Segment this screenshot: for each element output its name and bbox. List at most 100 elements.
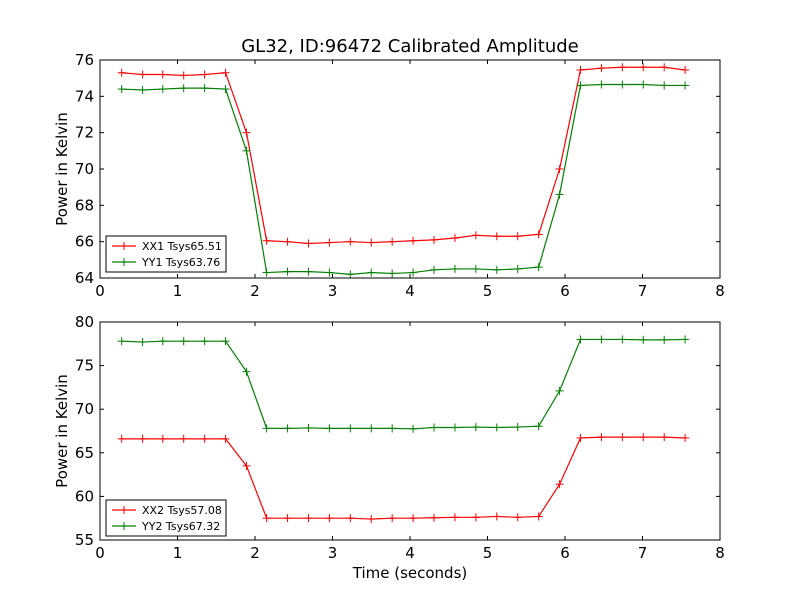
data-point — [221, 85, 230, 94]
data-point — [597, 335, 606, 344]
data-point — [618, 63, 627, 72]
y-tick-label: 70 — [75, 400, 94, 418]
data-point — [158, 70, 167, 79]
data-point — [576, 81, 585, 90]
data-point — [513, 264, 522, 273]
x-tick-label: 4 — [405, 282, 415, 300]
data-point — [179, 71, 188, 80]
data-point — [555, 386, 564, 395]
legend: XX2 Tsys57.08 YY2 Tsys67.32 — [105, 499, 227, 537]
data-point — [117, 434, 126, 443]
data-point — [597, 80, 606, 89]
data-point — [138, 85, 147, 94]
data-point — [388, 237, 397, 246]
data-point — [262, 514, 271, 523]
data-point — [471, 423, 480, 432]
data-point — [221, 68, 230, 77]
data-point — [283, 514, 292, 523]
y-tick-label: 68 — [75, 196, 94, 214]
data-point — [242, 367, 251, 376]
data-point — [346, 514, 355, 523]
y-tick-label: 74 — [75, 87, 94, 105]
data-point — [639, 63, 648, 72]
data-point — [681, 335, 690, 344]
chart-title: GL32, ID:96472 Calibrated Amplitude — [241, 36, 579, 57]
y-tick-label: 75 — [75, 357, 94, 375]
data-point — [430, 423, 439, 432]
data-point — [304, 423, 313, 432]
data-point — [660, 63, 669, 72]
data-point — [450, 234, 459, 243]
data-point — [409, 268, 418, 277]
data-point — [513, 232, 522, 241]
data-point — [639, 335, 648, 344]
data-point — [179, 434, 188, 443]
series-line-1-1 — [121, 338, 686, 430]
data-point — [660, 81, 669, 90]
x-tick-label: 2 — [250, 282, 260, 300]
data-point — [534, 512, 543, 521]
data-point — [367, 268, 376, 277]
data-point — [346, 270, 355, 279]
x-tick-label: 8 — [715, 282, 725, 300]
data-point — [409, 424, 418, 433]
data-point — [200, 84, 209, 93]
data-point — [367, 424, 376, 433]
y-tick-label: 80 — [75, 313, 94, 331]
data-point — [283, 267, 292, 276]
data-point — [262, 236, 271, 245]
data-point — [388, 514, 397, 523]
data-point — [242, 461, 251, 470]
data-point — [513, 513, 522, 522]
data-point — [304, 514, 313, 523]
y-tick-label: 65 — [75, 444, 94, 462]
data-point — [430, 513, 439, 522]
series-line-0-1 — [121, 83, 686, 275]
data-point — [471, 264, 480, 273]
x-tick-label: 5 — [483, 544, 493, 562]
data-point — [618, 433, 627, 442]
data-point — [471, 513, 480, 522]
data-point — [555, 165, 564, 173]
data-point — [221, 434, 230, 443]
y-tick-label: 64 — [75, 269, 94, 287]
data-point — [367, 515, 376, 524]
data-point — [576, 335, 585, 344]
y-axis-label: Power in Kelvin — [53, 112, 71, 226]
x-tick-label: 6 — [560, 282, 570, 300]
data-point — [158, 85, 167, 94]
data-point — [597, 64, 606, 73]
data-point — [158, 337, 167, 346]
y-tick-label: 55 — [75, 531, 94, 549]
data-point — [262, 424, 271, 433]
x-tick-label: 0 — [95, 282, 105, 300]
x-axis-label: Time (seconds) — [352, 564, 468, 582]
data-point — [430, 265, 439, 274]
x-tick-label: 4 — [405, 544, 415, 562]
y-tick-label: 76 — [75, 51, 94, 69]
series-line-1-0 — [121, 436, 686, 520]
data-point — [409, 514, 418, 523]
data-point — [618, 80, 627, 89]
data-point — [534, 230, 543, 239]
y-tick-label: 60 — [75, 487, 94, 505]
x-tick-label: 2 — [250, 544, 260, 562]
data-point — [681, 433, 690, 442]
data-point — [346, 237, 355, 246]
data-point — [471, 231, 480, 240]
data-point — [639, 80, 648, 89]
data-point — [179, 337, 188, 346]
data-point — [221, 337, 230, 346]
top-panel: 0 1 2 3 4 5 6 7 8 64 66 68 70 72 74 76 Power in Kelvin XX… — [53, 51, 725, 300]
data-point — [325, 268, 334, 277]
data-point — [242, 146, 251, 155]
x-tick-label: 3 — [328, 544, 338, 562]
data-point — [138, 338, 147, 347]
data-point — [660, 335, 669, 344]
data-point — [117, 337, 126, 346]
data-point — [555, 480, 564, 489]
x-tick-label: 0 — [95, 544, 105, 562]
data-point — [576, 65, 585, 74]
data-point — [492, 265, 501, 274]
